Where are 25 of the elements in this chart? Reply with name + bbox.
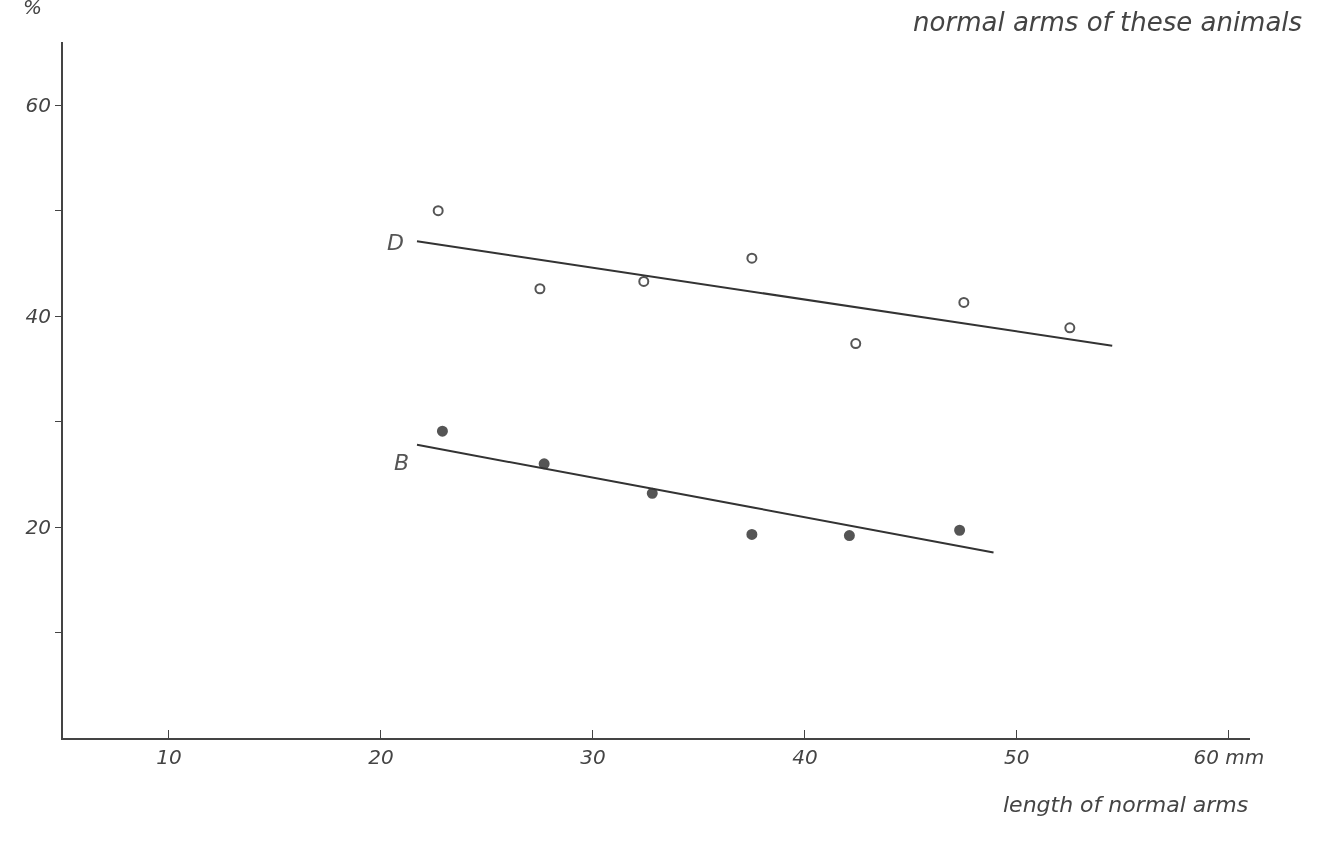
point <box>534 283 546 295</box>
series-label: B <box>394 450 410 475</box>
x-tick-label: 20 <box>368 745 394 769</box>
point <box>436 425 448 437</box>
point <box>638 275 650 287</box>
series-label: D <box>387 230 404 255</box>
x-tick-label: 30 <box>580 745 606 769</box>
point <box>1064 322 1076 334</box>
x-tick-label: 40 <box>792 745 818 769</box>
y-tick-label: 40 <box>25 304 51 329</box>
point <box>850 338 862 350</box>
point <box>746 252 758 264</box>
x-tick-label: 60 mm <box>1193 745 1265 769</box>
point <box>432 205 444 217</box>
point <box>954 524 966 536</box>
point <box>958 296 970 308</box>
x-axis-title: length of normal arms <box>1003 792 1249 817</box>
x-tick-label: 10 <box>156 745 182 769</box>
x-tick-label: 50 <box>1004 745 1030 769</box>
point <box>646 487 658 499</box>
y-tick-label: 20 <box>25 515 51 540</box>
point <box>746 528 758 540</box>
chart-title: normal arms of these animals <box>913 6 1303 37</box>
y-tick-label: 60 <box>25 93 51 118</box>
point <box>843 530 855 542</box>
